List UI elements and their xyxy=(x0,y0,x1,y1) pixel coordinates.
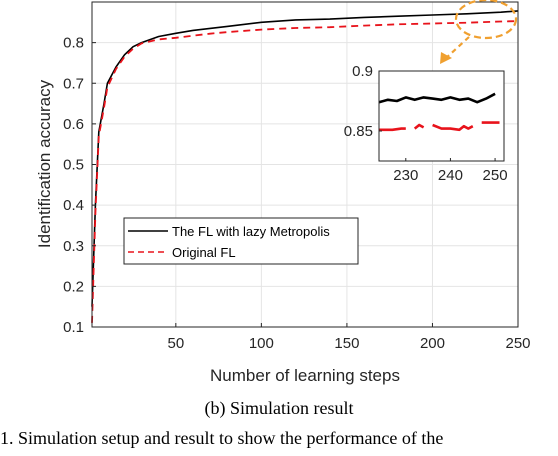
main-plot-lines xyxy=(91,10,519,323)
legend-label-orig: Original FL xyxy=(172,245,236,260)
legend: The FL with lazy Metropolis Original FL xyxy=(123,217,359,265)
figure-footer-text: 1. Simulation setup and result to show t… xyxy=(0,428,444,448)
inset-x-tick-label: 250 xyxy=(483,167,508,184)
y-tick-label: 0.6 xyxy=(63,116,84,133)
series-line-original-fl xyxy=(91,20,519,323)
figure-caption: (b) Simulation result xyxy=(204,398,354,418)
y-tick-label: 0.7 xyxy=(63,75,84,92)
x-tick-label: 200 xyxy=(420,335,445,352)
inset-x-tick-label: 240 xyxy=(438,167,463,184)
inset-frame xyxy=(378,70,505,162)
x-axis-label: Number of learning steps xyxy=(210,366,400,385)
inset-axis-ticks: 230 240 250 0.85 0.9 xyxy=(344,63,508,184)
y-tick-label: 0.8 xyxy=(63,35,84,52)
inset-y-tick-label: 0.85 xyxy=(344,123,373,140)
inset-series-line-original-fl xyxy=(413,123,425,130)
inset-series-line-original-fl xyxy=(432,123,474,132)
y-axis-label: Identification accuracy xyxy=(35,79,54,248)
highlight-ellipse xyxy=(454,0,518,40)
inset-plot-lines xyxy=(378,92,500,132)
y-tick-label: 0.3 xyxy=(63,238,84,255)
highlight-arrow-line xyxy=(445,36,470,59)
legend-box xyxy=(123,217,359,265)
y-tick-label: 0.2 xyxy=(63,278,84,295)
inset-x-tick-label: 230 xyxy=(393,167,418,184)
x-tick-label: 100 xyxy=(249,335,274,352)
y-tick-label: 0.4 xyxy=(63,197,84,214)
x-tick-label: 250 xyxy=(505,335,530,352)
inset-series-line-original-fl xyxy=(379,127,406,132)
inset-background xyxy=(379,71,504,161)
inset-y-tick-label: 0.9 xyxy=(352,63,373,80)
legend-label-lazy: The FL with lazy Metropolis xyxy=(172,224,330,239)
main-axis-ticks: 50 100 150 200 250 0.1 0.2 0.3 0.4 0.5 0.6 0.7 0.8 xyxy=(63,35,530,352)
inset-zoom-chart: 230 240 250 0.85 0.9 xyxy=(344,63,508,184)
y-tick-label: 0.1 xyxy=(63,319,84,336)
x-tick-label: 50 xyxy=(167,335,184,352)
highlight-arrow-head xyxy=(440,52,452,64)
y-tick-label: 0.5 xyxy=(63,157,84,174)
x-tick-label: 150 xyxy=(334,335,359,352)
inset-series-line-lazy-metropolis xyxy=(378,92,496,104)
